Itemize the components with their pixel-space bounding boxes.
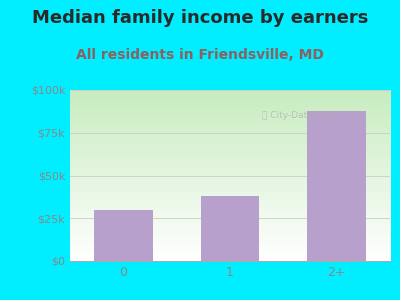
Text: Median family income by earners: Median family income by earners [32, 9, 368, 27]
Bar [94, 210, 153, 261]
Text: Ⓜ City-Data.com: Ⓜ City-Data.com [262, 110, 335, 119]
Bar [307, 110, 366, 261]
Bar [201, 196, 259, 261]
Text: All residents in Friendsville, MD: All residents in Friendsville, MD [76, 48, 324, 62]
